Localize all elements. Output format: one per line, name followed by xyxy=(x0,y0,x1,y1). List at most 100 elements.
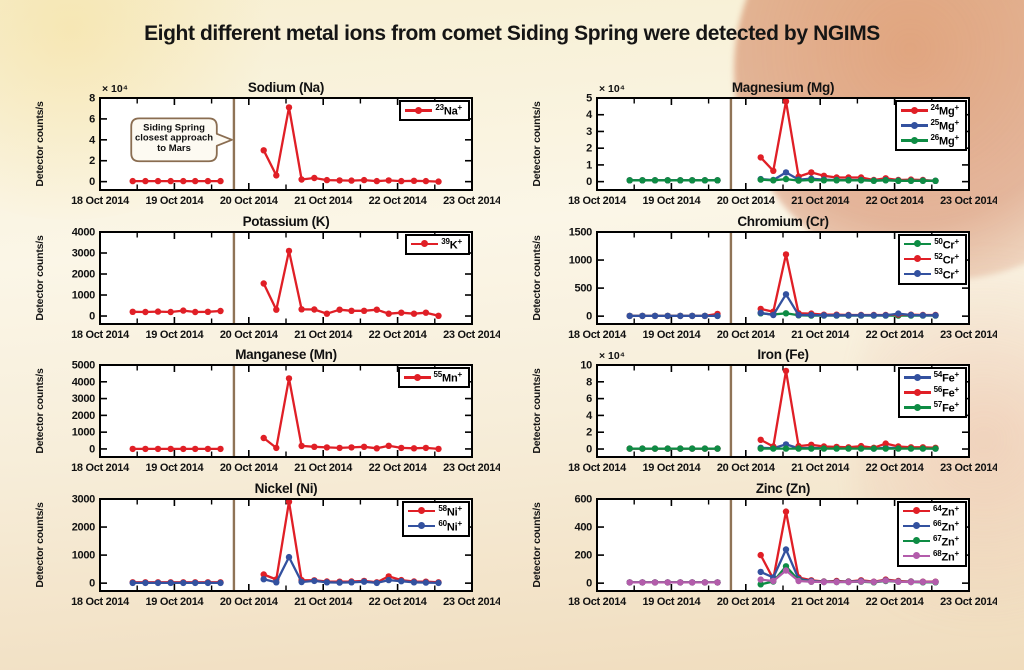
data-point-53Cr xyxy=(795,311,802,318)
legend-item: 60Ni+ xyxy=(408,519,462,534)
data-point-57Fe xyxy=(639,445,646,452)
x-tick-label: 20 Oct 2014 xyxy=(717,596,776,608)
legend-item: 50Cr+ xyxy=(904,237,959,252)
legend-dot xyxy=(914,270,922,278)
data-point-55Mn xyxy=(167,445,174,453)
legend-line-sample xyxy=(904,240,932,249)
subplot-nickel-ni: Nickel (Ni) Detector counts/s 0 1000 2000 300… xyxy=(30,481,500,613)
data-point-58Ni xyxy=(260,570,267,578)
data-point-68Zn xyxy=(795,577,802,584)
legend-dot xyxy=(421,240,429,248)
chart-title: Chromium (Cr) xyxy=(737,214,828,229)
data-point-23Na xyxy=(298,176,305,183)
data-point-26Mg xyxy=(907,177,915,184)
data-point-39K xyxy=(336,306,343,313)
axes-frame xyxy=(99,364,473,458)
data-point-60Ni xyxy=(323,578,331,585)
data-point-23Na xyxy=(260,147,267,154)
data-point-23Na xyxy=(142,177,149,185)
legend-line-sample xyxy=(902,522,930,531)
data-point-60Ni xyxy=(180,579,187,586)
x-tick-label: 18 Oct 2014 xyxy=(71,329,130,341)
data-point-56Fe xyxy=(782,367,790,375)
x-tick-label: 21 Oct 2014 xyxy=(294,462,353,474)
data-point-39K xyxy=(385,310,392,317)
y-tick-label: 6 xyxy=(586,393,592,405)
data-point-60Ni xyxy=(410,578,418,585)
legend-item: 55Mn+ xyxy=(403,370,462,385)
legend-dot xyxy=(910,106,918,114)
chart-title: Potassium (K) xyxy=(243,214,330,229)
data-point-24Mg xyxy=(757,154,764,161)
data-point-68Zn xyxy=(907,578,915,585)
data-point-53Cr xyxy=(677,312,684,319)
legend-dot xyxy=(912,522,920,530)
data-point-55Mn xyxy=(398,444,405,452)
x-tick-label: 18 Oct 2014 xyxy=(568,195,627,207)
data-point-26Mg xyxy=(782,175,790,183)
data-point-39K xyxy=(311,305,318,313)
data-point-68Zn xyxy=(845,578,852,585)
data-point-39K xyxy=(204,308,212,315)
legend-label: 39K+ xyxy=(441,236,462,252)
legend-line-sample xyxy=(904,255,932,264)
data-point-57Fe xyxy=(689,445,696,452)
legend-label: 68Zn+ xyxy=(932,548,959,564)
data-point-53Cr xyxy=(757,309,764,316)
data-point-26Mg xyxy=(845,177,852,184)
data-point-23Na xyxy=(323,176,331,184)
data-point-68Zn xyxy=(770,577,777,584)
y-tick-label: 600 xyxy=(575,493,593,505)
data-point-24Mg xyxy=(808,169,815,176)
y-tick-label: 2000 xyxy=(72,410,95,422)
legend-line-sample xyxy=(902,507,930,516)
data-point-39K xyxy=(167,308,174,315)
data-point-26Mg xyxy=(677,177,684,184)
data-point-53Cr xyxy=(651,312,659,319)
data-point-39K xyxy=(180,306,187,314)
y-tick-label: 0 xyxy=(89,176,95,188)
data-point-55Mn xyxy=(154,445,162,453)
y-tick-label: 8 xyxy=(586,376,592,388)
data-point-57Fe xyxy=(782,445,790,452)
data-point-60Ni xyxy=(154,579,162,586)
y-tick-label: 4 xyxy=(586,109,593,121)
data-point-57Fe xyxy=(870,445,877,452)
x-tick-label: 22 Oct 2014 xyxy=(866,596,925,608)
legend-label: 58Ni+ xyxy=(438,503,462,519)
data-point-23Na xyxy=(385,177,392,184)
data-point-55Mn xyxy=(129,445,136,453)
legend-line-sample xyxy=(900,106,928,115)
x-tick-label: 21 Oct 2014 xyxy=(294,596,353,608)
legend-chromium-cr: 50Cr+ 52Cr+ 53Cr+ xyxy=(898,233,967,285)
x-tick-label: 22 Oct 2014 xyxy=(866,462,925,474)
data-point-23Na xyxy=(422,177,430,185)
x-tick-label: 20 Oct 2014 xyxy=(220,596,279,608)
x-tick-label: 23 Oct 2014 xyxy=(443,195,500,207)
data-point-57Fe xyxy=(820,445,828,452)
x-tick-label: 22 Oct 2014 xyxy=(369,462,428,474)
legend-dot xyxy=(912,537,920,545)
y-tick-label: 0 xyxy=(586,444,592,456)
y-axis-label: Detector counts/s xyxy=(34,368,46,454)
chart-title: Manganese (Mn) xyxy=(235,347,337,362)
data-point-24Mg xyxy=(782,98,790,105)
legend-line-sample xyxy=(903,403,931,412)
chart-title: Sodium (Na) xyxy=(248,80,324,95)
legend-line-sample xyxy=(903,388,931,397)
legend-label: 66Zn+ xyxy=(932,518,959,534)
legend-label: 25Mg+ xyxy=(930,118,960,133)
x-tick-label: 23 Oct 2014 xyxy=(940,195,997,207)
legend-line-sample xyxy=(405,106,433,115)
y-tick-label: 200 xyxy=(575,549,593,561)
data-point-67Zn xyxy=(757,580,764,587)
y-axis-label: Detector counts/s xyxy=(531,368,543,454)
annotation-text: to Mars xyxy=(157,143,191,154)
data-point-39K xyxy=(260,279,267,287)
data-point-57Fe xyxy=(795,445,802,452)
y-exponent-label: × 10⁴ xyxy=(599,83,625,95)
x-tick-label: 19 Oct 2014 xyxy=(642,462,701,474)
legend-item: 64Zn+ xyxy=(902,504,959,519)
y-tick-label: 1500 xyxy=(569,226,592,238)
legend-label: 26Mg+ xyxy=(930,133,960,148)
